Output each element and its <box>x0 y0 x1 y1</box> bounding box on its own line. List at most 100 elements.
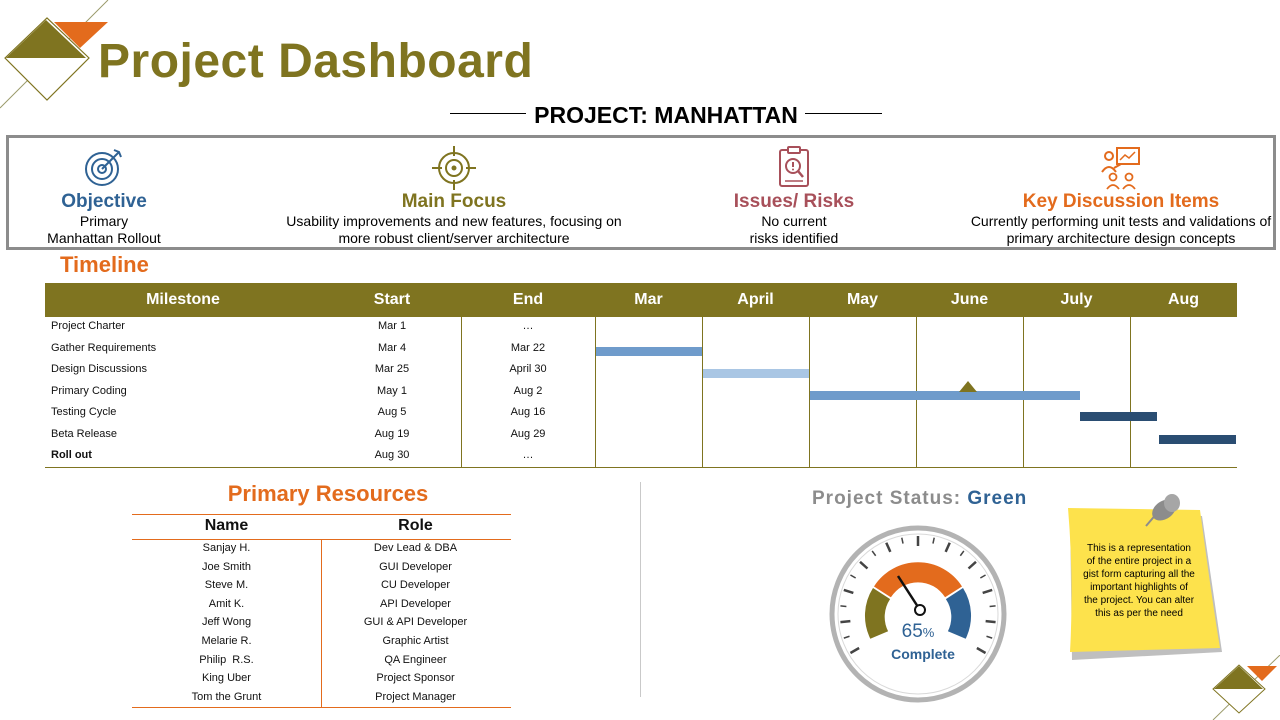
resource-role: QA Engineer <box>384 653 447 666</box>
gauge-tick <box>985 619 996 624</box>
timeline-table: Milestone Start End Mar April May June J… <box>45 283 1237 468</box>
gauge-needle <box>896 575 922 611</box>
resource-name: Tom the Grunt <box>191 690 262 703</box>
milestone-end: April 30 <box>509 363 547 375</box>
sticky-note-text: This is a representation of the entire p… <box>1083 543 1195 619</box>
target-arrow-icon <box>85 149 122 186</box>
percent-complete: 65% <box>888 621 948 643</box>
milestone-start: Mar 25 <box>374 363 410 375</box>
table-rule-mid <box>321 540 322 707</box>
gauge-tick <box>979 574 986 579</box>
gauge-tick <box>932 537 935 544</box>
resource-name: Sanjay H. <box>202 542 251 554</box>
col-header-april: April <box>737 291 774 308</box>
resource-name: Jeff Wong <box>201 616 252 629</box>
gauge-tick <box>849 646 860 655</box>
pushpin-icon <box>1145 494 1180 527</box>
resource-role: Project Manager <box>375 690 456 703</box>
gauge-tick <box>871 550 877 557</box>
issues-risks-line2: risks identified <box>749 230 839 246</box>
resource-role: Graphic Artist <box>382 635 449 647</box>
resource-role: Dev Lead & DBA <box>373 542 458 554</box>
gauge-tick <box>843 588 854 595</box>
key-discussion-line2: primary architecture design concepts <box>1006 230 1236 246</box>
milestone-end: … <box>522 449 534 461</box>
gauge-segment-high <box>945 588 972 639</box>
resource-name: Joe Smith <box>202 560 251 573</box>
col-header-july: July <box>1060 291 1093 308</box>
milestone-start: Aug 30 <box>374 449 410 461</box>
milestone-name: Roll out <box>51 449 92 461</box>
gauge-tick <box>976 646 987 655</box>
table-row: Jeff Wong GUI & API Developer <box>132 613 511 632</box>
percent-value: 65 <box>901 621 923 642</box>
milestone-start: Mar 1 <box>377 320 407 332</box>
table-rule-bottom <box>132 707 511 708</box>
table-row: Joe Smith GUI Developer <box>132 558 511 577</box>
milestone-name: Primary Coding <box>51 385 127 397</box>
timeline-row: Design Discussions Mar 25 April 30 <box>45 359 595 380</box>
gantt-bar-primary-coding <box>810 391 1080 400</box>
gantt-bar-design-discussions <box>703 369 809 378</box>
objective-heading: Objective <box>61 191 147 212</box>
gantt-bar-testing-cycle <box>1080 412 1157 421</box>
status-value: Green <box>967 488 1028 509</box>
gauge-segment-low <box>864 588 891 639</box>
gauge-tick <box>859 560 869 570</box>
summary-objective: Objective Primary Manhattan Rollout <box>29 143 179 247</box>
resource-role: Project Sponsor <box>376 672 455 685</box>
table-row: Steve M. CU Developer <box>132 576 511 595</box>
col-header-end: End <box>512 291 544 308</box>
milestone-start: Aug 19 <box>374 428 410 440</box>
milestone-end: … <box>522 320 534 332</box>
timeline-bottom-rule <box>45 467 1237 468</box>
section-divider <box>640 482 641 697</box>
status-label: Project Status: <box>812 488 962 509</box>
title-rule-left <box>450 113 526 114</box>
resource-role: CU Developer <box>380 579 451 592</box>
table-rule-header <box>132 539 511 540</box>
milestone-name: Testing Cycle <box>51 406 117 418</box>
milestone-name: Beta Release <box>51 428 118 440</box>
table-row: Sanjay H. Dev Lead & DBA <box>132 539 511 558</box>
summary-key-discussion: Key Discussion Items Currently performin… <box>966 143 1276 247</box>
gauge-tick <box>840 605 847 608</box>
col-header-milestone: Milestone <box>146 291 220 308</box>
main-focus-line2: more robust client/server architecture <box>338 230 570 246</box>
resource-name: Melarie R. <box>201 635 252 647</box>
issues-risks-line1: No current <box>761 213 827 229</box>
summary-panel: Objective Primary Manhattan Rollout Main… <box>6 135 1276 250</box>
col-header-may: May <box>846 291 879 308</box>
milestone-name: Design Discussions <box>51 363 147 375</box>
grid-line <box>595 317 596 468</box>
resource-role: GUI & API Developer <box>363 616 468 629</box>
timeline-row: Primary Coding May 1 Aug 2 <box>45 381 595 402</box>
gauge-tick <box>982 588 993 595</box>
gauge-tick <box>986 635 993 639</box>
timeline-row: Roll out Aug 30 … <box>45 445 595 466</box>
milestone-name: Gather Requirements <box>51 342 157 354</box>
col-header-mar: Mar <box>634 291 663 308</box>
timeline-header-row: Milestone Start End Mar April May June J… <box>45 283 1237 317</box>
milestone-end: Aug 2 <box>513 385 543 397</box>
crosshair-icon <box>432 146 476 190</box>
milestone-marker-triangle <box>959 381 977 392</box>
gauge-ticks <box>840 536 996 655</box>
table-row: King Uber Project Sponsor <box>132 669 511 688</box>
col-header-role: Role <box>398 517 433 534</box>
key-discussion-heading: Key Discussion Items <box>1022 191 1220 212</box>
objective-line1: Primary <box>79 213 129 229</box>
timeline-title: Timeline <box>60 252 149 277</box>
milestone-start: May 1 <box>377 385 407 397</box>
resource-role: GUI Developer <box>379 560 452 573</box>
gantt-bar-gather-requirements <box>596 347 702 356</box>
milestone-name: Project Charter <box>51 320 125 332</box>
milestone-end: Mar 22 <box>510 342 546 354</box>
summary-main-focus: Main Focus Usability improvements and ne… <box>269 143 639 247</box>
project-name: PROJECT: MANHATTAN <box>534 102 798 128</box>
main-focus-heading: Main Focus <box>401 191 507 212</box>
progress-gauge <box>829 525 1007 703</box>
gauge-tick <box>850 574 857 579</box>
table-row: Tom the Grunt Project Manager <box>132 688 511 707</box>
milestone-start: Aug 5 <box>377 406 407 418</box>
